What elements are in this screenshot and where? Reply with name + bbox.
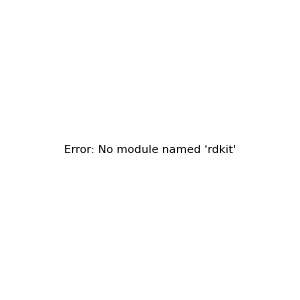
Text: Error: No module named 'rdkit': Error: No module named 'rdkit' <box>64 145 236 155</box>
